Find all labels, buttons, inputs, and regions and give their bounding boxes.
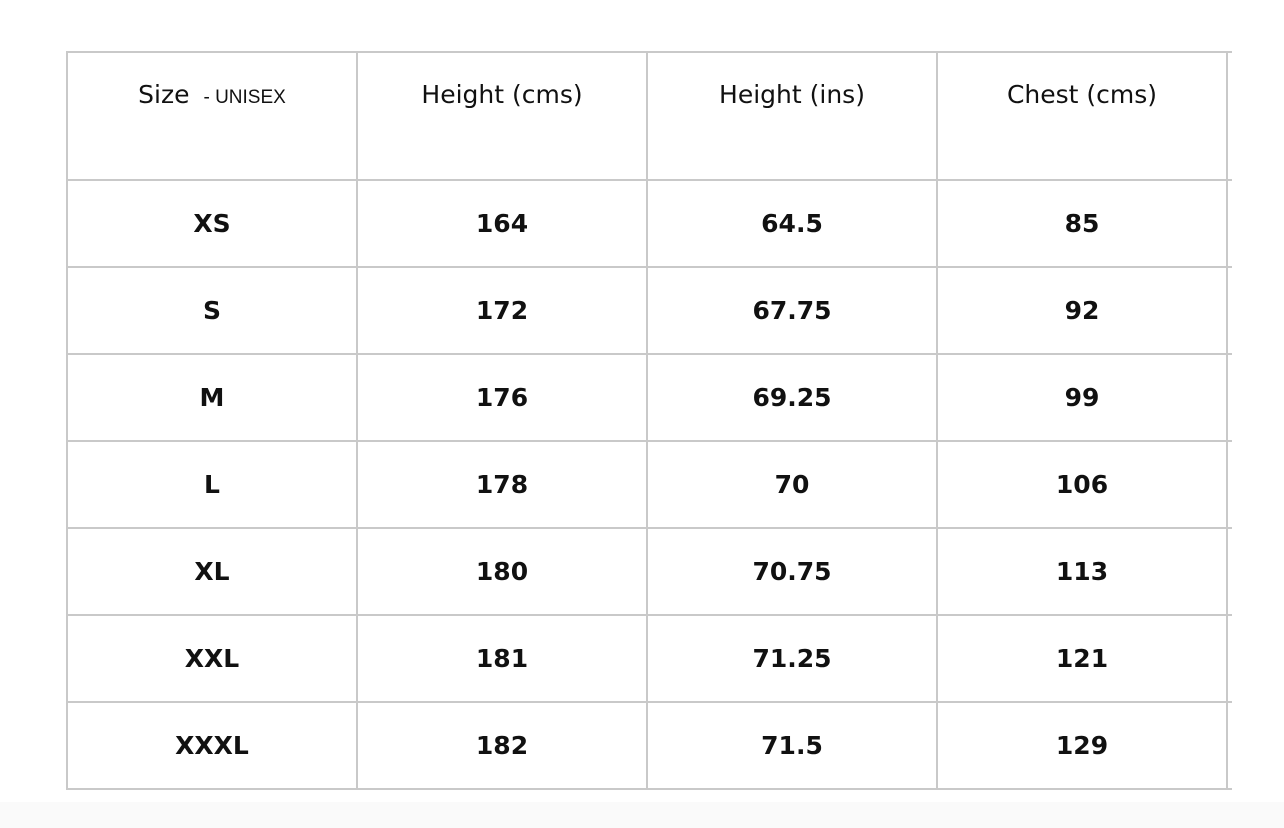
header-cell: Height (cms) — [357, 80, 647, 109]
header-cell: Chest (cms) — [937, 80, 1227, 109]
table-cell: 182 — [475, 731, 529, 760]
header-cell: Height (ins) — [647, 80, 937, 109]
row-border — [67, 788, 1232, 790]
table-cell: L — [204, 470, 220, 499]
table-cell: XS — [193, 209, 231, 238]
table-cell: 69.25 — [752, 383, 832, 412]
table-cell: 113 — [1055, 557, 1109, 586]
column-border — [646, 51, 648, 790]
header-text: Height (cms) — [421, 80, 583, 109]
table-cell: 121 — [1055, 644, 1109, 673]
column-border — [1226, 51, 1228, 790]
page-footer-band — [0, 802, 1284, 828]
table-cell: 176 — [475, 383, 529, 412]
row-border — [67, 440, 1232, 442]
column-border — [66, 51, 68, 790]
table-cell: 70.75 — [752, 557, 832, 586]
header-text: Size — [138, 80, 190, 109]
row-border — [67, 353, 1232, 355]
table-cell: S — [202, 296, 221, 325]
table-cell: 67.75 — [752, 296, 832, 325]
row-border — [67, 179, 1232, 181]
table-cell: M — [199, 383, 225, 412]
table-cell: 180 — [475, 557, 529, 586]
row-border — [67, 527, 1232, 529]
table-cell: 172 — [475, 296, 529, 325]
table-cell: 106 — [1055, 470, 1109, 499]
column-border — [356, 51, 358, 790]
table-cell: 164 — [475, 209, 529, 238]
table-cell: 178 — [475, 470, 529, 499]
table-cell: 64.5 — [761, 209, 823, 238]
table-cell: 129 — [1055, 731, 1109, 760]
header-note: - UNISEX — [203, 87, 286, 108]
table-cell: XXXL — [175, 731, 249, 760]
table-cell: 181 — [475, 644, 529, 673]
table-cell: XXL — [184, 644, 240, 673]
row-border — [67, 614, 1232, 616]
header-text: Height (ins) — [719, 80, 865, 109]
table-cell: 71.25 — [752, 644, 832, 673]
table-cell: 70 — [774, 470, 810, 499]
table-cell: 99 — [1064, 383, 1100, 412]
row-border — [67, 701, 1232, 703]
header-cell: Size - UNISEX — [67, 80, 357, 109]
table-cell: 71.5 — [761, 731, 823, 760]
row-border — [67, 51, 1232, 53]
column-border — [936, 51, 938, 790]
row-border — [67, 266, 1232, 268]
table-cell: XL — [194, 557, 230, 586]
table-cell: 92 — [1064, 296, 1100, 325]
table-cell: 85 — [1064, 209, 1100, 238]
header-text: Chest (cms) — [1006, 80, 1158, 109]
